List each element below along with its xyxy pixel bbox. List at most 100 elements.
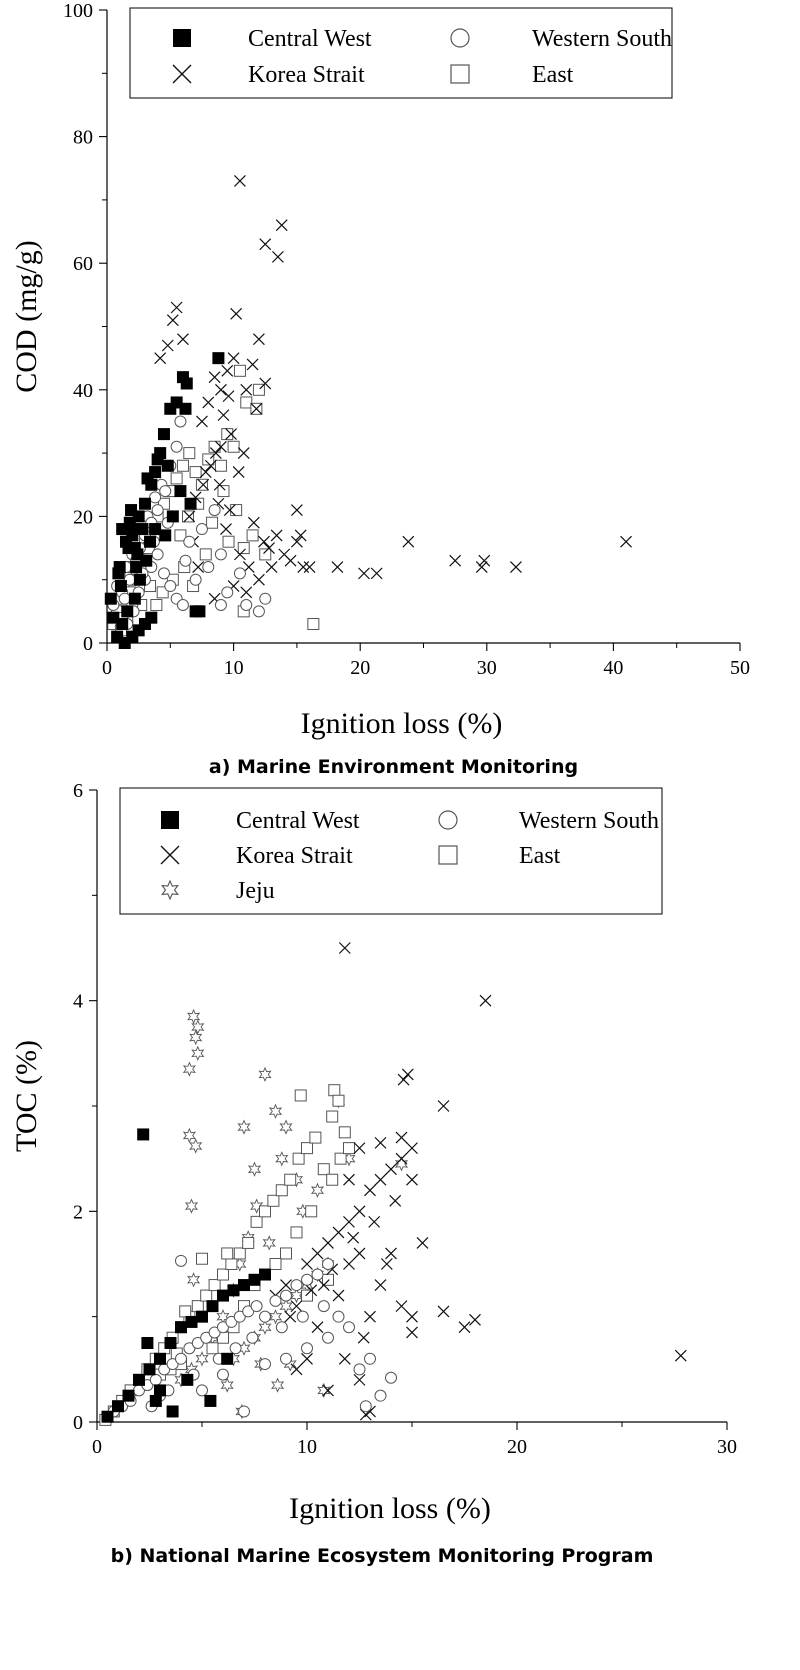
x-tick-label: 50 (730, 657, 750, 679)
data-point (364, 1310, 376, 1323)
data-point (290, 1300, 303, 1313)
data-point (199, 548, 212, 561)
data-point (151, 548, 164, 561)
data-point (364, 1184, 376, 1197)
x-axis-label: Ignition loss (%) (289, 1492, 491, 1525)
data-point (145, 611, 158, 624)
data-point (200, 1289, 213, 1302)
data-point (353, 1363, 366, 1376)
data-point (326, 1173, 339, 1186)
data-point (233, 567, 246, 580)
data-point (174, 529, 187, 542)
data-point (259, 238, 272, 251)
data-point (195, 1351, 209, 1367)
data-point (175, 1352, 187, 1365)
data-point (199, 466, 212, 479)
data-point (232, 466, 245, 479)
data-point (107, 611, 120, 624)
data-point (271, 1377, 285, 1393)
data-point (317, 1300, 330, 1313)
data-point (140, 554, 153, 567)
data-point (238, 1405, 250, 1418)
data-point (141, 1337, 154, 1349)
data-point (305, 1284, 318, 1297)
data-point (284, 554, 297, 567)
data-point (317, 1163, 330, 1176)
data-point (247, 1161, 262, 1177)
data-point (159, 485, 172, 498)
data-point (137, 1128, 150, 1141)
data-point (265, 561, 278, 573)
y-tick-label: 100 (63, 0, 93, 22)
data-point (176, 459, 189, 472)
data-point (242, 1305, 255, 1318)
data-point (183, 1342, 196, 1355)
chart-marine-environment-monitoring: 0 10 20 30 40 50 0 20 40 60 80 100 Ignition loss (%)… (10, 0, 750, 778)
data-point (338, 942, 351, 954)
data-point (234, 174, 246, 187)
legend-marker (450, 28, 470, 48)
data-point (217, 1368, 229, 1381)
legend-marker (161, 811, 179, 829)
data-point (374, 1136, 387, 1149)
data-point (112, 1400, 124, 1413)
data-point (212, 352, 225, 365)
data-point (170, 472, 183, 485)
data-point (209, 447, 222, 460)
data-point (334, 1152, 347, 1165)
data-point (192, 561, 205, 573)
data-point (237, 1119, 251, 1135)
data-point (322, 1237, 334, 1249)
data-point (157, 497, 170, 510)
data-point (191, 1337, 204, 1349)
data-point (406, 1142, 418, 1155)
data-point (275, 1184, 288, 1197)
data-point (674, 1349, 687, 1362)
legend-marker (450, 64, 470, 84)
data-point (262, 1235, 276, 1251)
data-point (395, 1300, 408, 1313)
data-point (271, 250, 284, 263)
data-point (401, 1068, 414, 1081)
legend-label: East (532, 62, 574, 88)
data-point (301, 1289, 313, 1302)
data-point (290, 1279, 303, 1292)
data-point (332, 1289, 345, 1302)
data-point (214, 459, 227, 472)
data-point (114, 580, 127, 593)
data-point (259, 1358, 271, 1371)
data-point (132, 510, 145, 523)
data-point (225, 1258, 238, 1270)
data-point (133, 573, 146, 586)
y-tick-label: 6 (73, 780, 83, 802)
data-point (191, 1045, 205, 1061)
data-point (200, 1331, 213, 1344)
x-tick-label: 30 (717, 1436, 737, 1458)
data-point (154, 1352, 166, 1365)
data-point (237, 447, 250, 460)
series-central-west (104, 352, 225, 649)
data-point (206, 1300, 219, 1313)
data-point (133, 1373, 145, 1386)
y-tick-label: 80 (73, 127, 93, 149)
data-point (213, 478, 226, 491)
data-point (303, 561, 316, 573)
data-point (132, 624, 145, 637)
data-point (154, 447, 167, 460)
data-point (145, 478, 158, 491)
data-point (170, 440, 183, 453)
legend-label: Western South (519, 808, 659, 834)
data-point (620, 535, 632, 548)
data-point (478, 554, 491, 567)
data-point (149, 523, 162, 536)
data-point (149, 1373, 162, 1386)
data-point (275, 1151, 289, 1167)
legend-item: Korea Strait (160, 843, 353, 869)
data-point (437, 1305, 450, 1318)
data-point (174, 415, 187, 428)
data-point (195, 478, 208, 491)
data-point (290, 535, 303, 548)
data-point (259, 1268, 271, 1281)
series-central-west (101, 1128, 271, 1423)
x-tick-label: 10 (297, 1436, 317, 1458)
